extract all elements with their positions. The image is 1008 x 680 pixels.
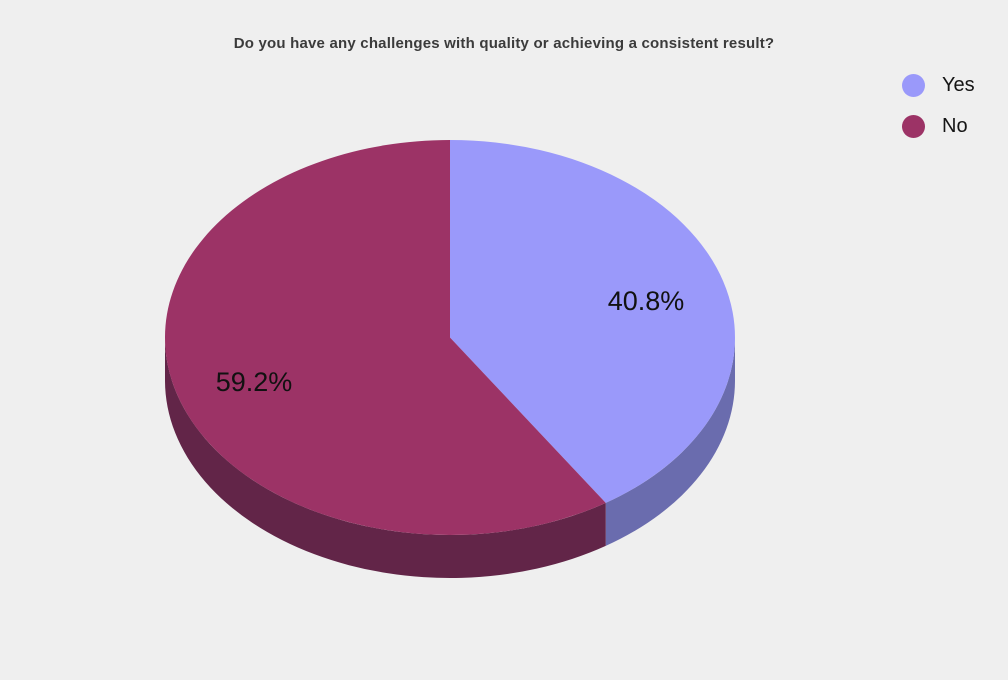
- legend: Yes No: [902, 74, 975, 138]
- legend-marker-no-icon: [902, 115, 925, 138]
- legend-item-yes[interactable]: Yes: [902, 74, 975, 97]
- legend-label-no: No: [942, 115, 968, 137]
- pie-slice-yes[interactable]: [450, 140, 735, 503]
- pie-slice-side-yes[interactable]: [605, 337, 735, 546]
- pie-slice-no[interactable]: [164, 140, 606, 535]
- chart-title: Do you have any challenges with quality …: [233, 35, 775, 52]
- legend-label-yes: Yes: [942, 74, 975, 96]
- legend-item-no[interactable]: No: [902, 115, 975, 138]
- slice-percent-label-yes: 40.8%: [608, 286, 685, 316]
- legend-marker-yes-icon: [902, 74, 925, 97]
- slice-percent-label-no: 59.2%: [216, 367, 293, 397]
- pie-slice-side-no[interactable]: [165, 337, 606, 578]
